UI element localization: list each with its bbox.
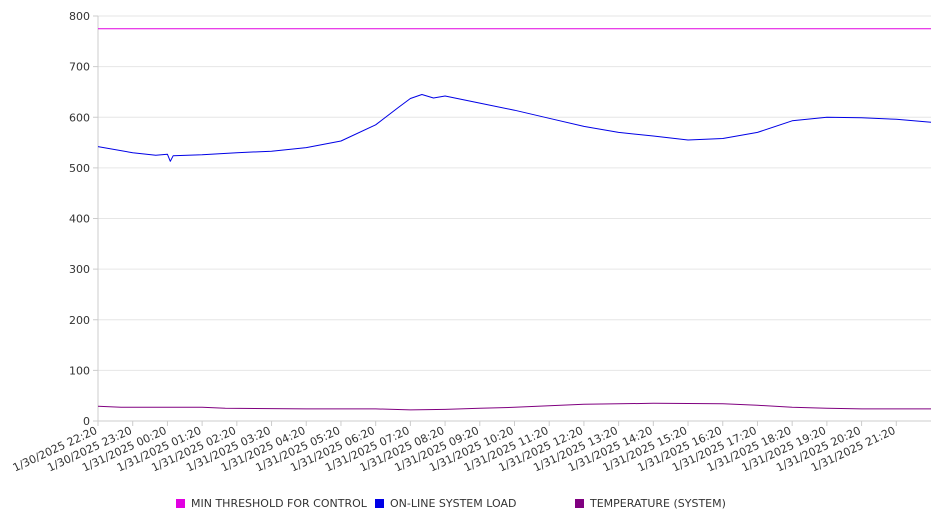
y-tick-label: 500 (69, 162, 90, 175)
y-tick-label: 0 (83, 415, 90, 428)
x-axis-ticks: 1/30/2025 22:201/30/2025 23:201/31/2025 … (11, 421, 898, 474)
legend-label: ON-LINE SYSTEM LOAD (390, 497, 517, 510)
y-tick-label: 800 (69, 10, 90, 23)
y-tick-label: 100 (69, 364, 90, 377)
series-line-temperature-system (97, 402, 931, 411)
legend-swatch (176, 499, 185, 508)
legend: MIN THRESHOLD FOR CONTROL ON-LINE SYSTEM… (0, 497, 946, 517)
grid-lines (98, 15, 931, 371)
legend-item-min-threshold: MIN THRESHOLD FOR CONTROL (176, 497, 367, 510)
legend-swatch (575, 499, 584, 508)
y-tick-label: 700 (69, 61, 90, 74)
series-line-on-line-system-load (97, 94, 932, 162)
y-tick-label: 300 (69, 263, 90, 276)
legend-label: MIN THRESHOLD FOR CONTROL (191, 497, 367, 510)
legend-swatch (375, 499, 384, 508)
legend-item-system-load: ON-LINE SYSTEM LOAD (375, 497, 516, 510)
legend-item-temperature: TEMPERATURE (SYSTEM) (575, 497, 726, 510)
legend-label: TEMPERATURE (SYSTEM) (590, 497, 726, 510)
y-tick-label: 400 (69, 213, 90, 226)
series-lines (97, 28, 932, 411)
y-tick-label: 600 (69, 111, 90, 124)
y-tick-label: 200 (69, 314, 90, 327)
y-axis-ticks: 0 100 200 300 400 500 600 700 800 (69, 10, 98, 428)
line-chart: 0 100 200 300 400 500 600 700 800 1/30/2025 22:2… (11, 10, 932, 474)
